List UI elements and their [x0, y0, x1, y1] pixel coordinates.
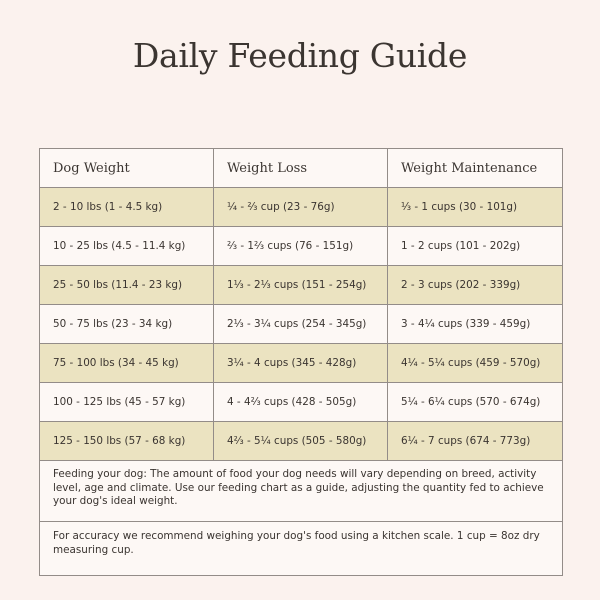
header-weight-maintenance: Weight Maintenance	[387, 148, 563, 188]
weight-loss-cell: ¼ - ⅔ cup (23 - 76g)	[213, 187, 388, 227]
dog-weight-cell: 125 - 150 lbs (57 - 68 kg)	[39, 421, 214, 461]
header-weight-loss: Weight Loss	[213, 148, 388, 188]
dog-weight-cell: 2 - 10 lbs (1 - 4.5 kg)	[39, 187, 214, 227]
weight-loss-cell: 4 - 4⅔ cups (428 - 505g)	[213, 382, 388, 422]
weight-maintenance-cell: 4¼ - 5¼ cups (459 - 570g)	[387, 343, 563, 383]
dog-weight-cell: 100 - 125 lbs (45 - 57 kg)	[39, 382, 214, 422]
header-dog-weight: Dog Weight	[39, 148, 214, 188]
weight-loss-cell: 3¼ - 4 cups (345 - 428g)	[213, 343, 388, 383]
accuracy-note: For accuracy we recommend weighing your …	[39, 521, 563, 576]
page-title: Daily Feeding Guide	[132, 36, 468, 75]
table-row: 75 - 100 lbs (34 - 45 kg) 3¼ - 4 cups (3…	[39, 343, 563, 383]
dog-weight-cell: 25 - 50 lbs (11.4 - 23 kg)	[39, 265, 214, 305]
weight-loss-cell: 2⅓ - 3¼ cups (254 - 345g)	[213, 304, 388, 344]
table-row: 10 - 25 lbs (4.5 - 11.4 kg) ⅔ - 1⅔ cups …	[39, 226, 563, 266]
dog-weight-cell: 10 - 25 lbs (4.5 - 11.4 kg)	[39, 226, 214, 266]
weight-loss-cell: 4⅔ - 5¼ cups (505 - 580g)	[213, 421, 388, 461]
weight-loss-cell: 1⅓ - 2⅓ cups (151 - 254g)	[213, 265, 388, 305]
feeding-note-row: Feeding your dog: The amount of food you…	[39, 460, 563, 522]
table-row: 125 - 150 lbs (57 - 68 kg) 4⅔ - 5¼ cups …	[39, 421, 563, 461]
table-row: 2 - 10 lbs (1 - 4.5 kg) ¼ - ⅔ cup (23 - …	[39, 187, 563, 227]
table-row: 100 - 125 lbs (45 - 57 kg) 4 - 4⅔ cups (…	[39, 382, 563, 422]
table-header-row: Dog Weight Weight Loss Weight Maintenanc…	[39, 148, 563, 188]
feeding-note: Feeding your dog: The amount of food you…	[39, 460, 563, 522]
table-row: 50 - 75 lbs (23 - 34 kg) 2⅓ - 3¼ cups (2…	[39, 304, 563, 344]
feeding-guide-table: Dog Weight Weight Loss Weight Maintenanc…	[39, 148, 563, 576]
table-row: 25 - 50 lbs (11.4 - 23 kg) 1⅓ - 2⅓ cups …	[39, 265, 563, 305]
weight-loss-cell: ⅔ - 1⅔ cups (76 - 151g)	[213, 226, 388, 266]
weight-maintenance-cell: ⅓ - 1 cups (30 - 101g)	[387, 187, 563, 227]
dog-weight-cell: 50 - 75 lbs (23 - 34 kg)	[39, 304, 214, 344]
weight-maintenance-cell: 2 - 3 cups (202 - 339g)	[387, 265, 563, 305]
weight-maintenance-cell: 6¼ - 7 cups (674 - 773g)	[387, 421, 563, 461]
dog-weight-cell: 75 - 100 lbs (34 - 45 kg)	[39, 343, 214, 383]
weight-maintenance-cell: 5¼ - 6¼ cups (570 - 674g)	[387, 382, 563, 422]
weight-maintenance-cell: 3 - 4¼ cups (339 - 459g)	[387, 304, 563, 344]
weight-maintenance-cell: 1 - 2 cups (101 - 202g)	[387, 226, 563, 266]
accuracy-note-row: For accuracy we recommend weighing your …	[39, 521, 563, 576]
